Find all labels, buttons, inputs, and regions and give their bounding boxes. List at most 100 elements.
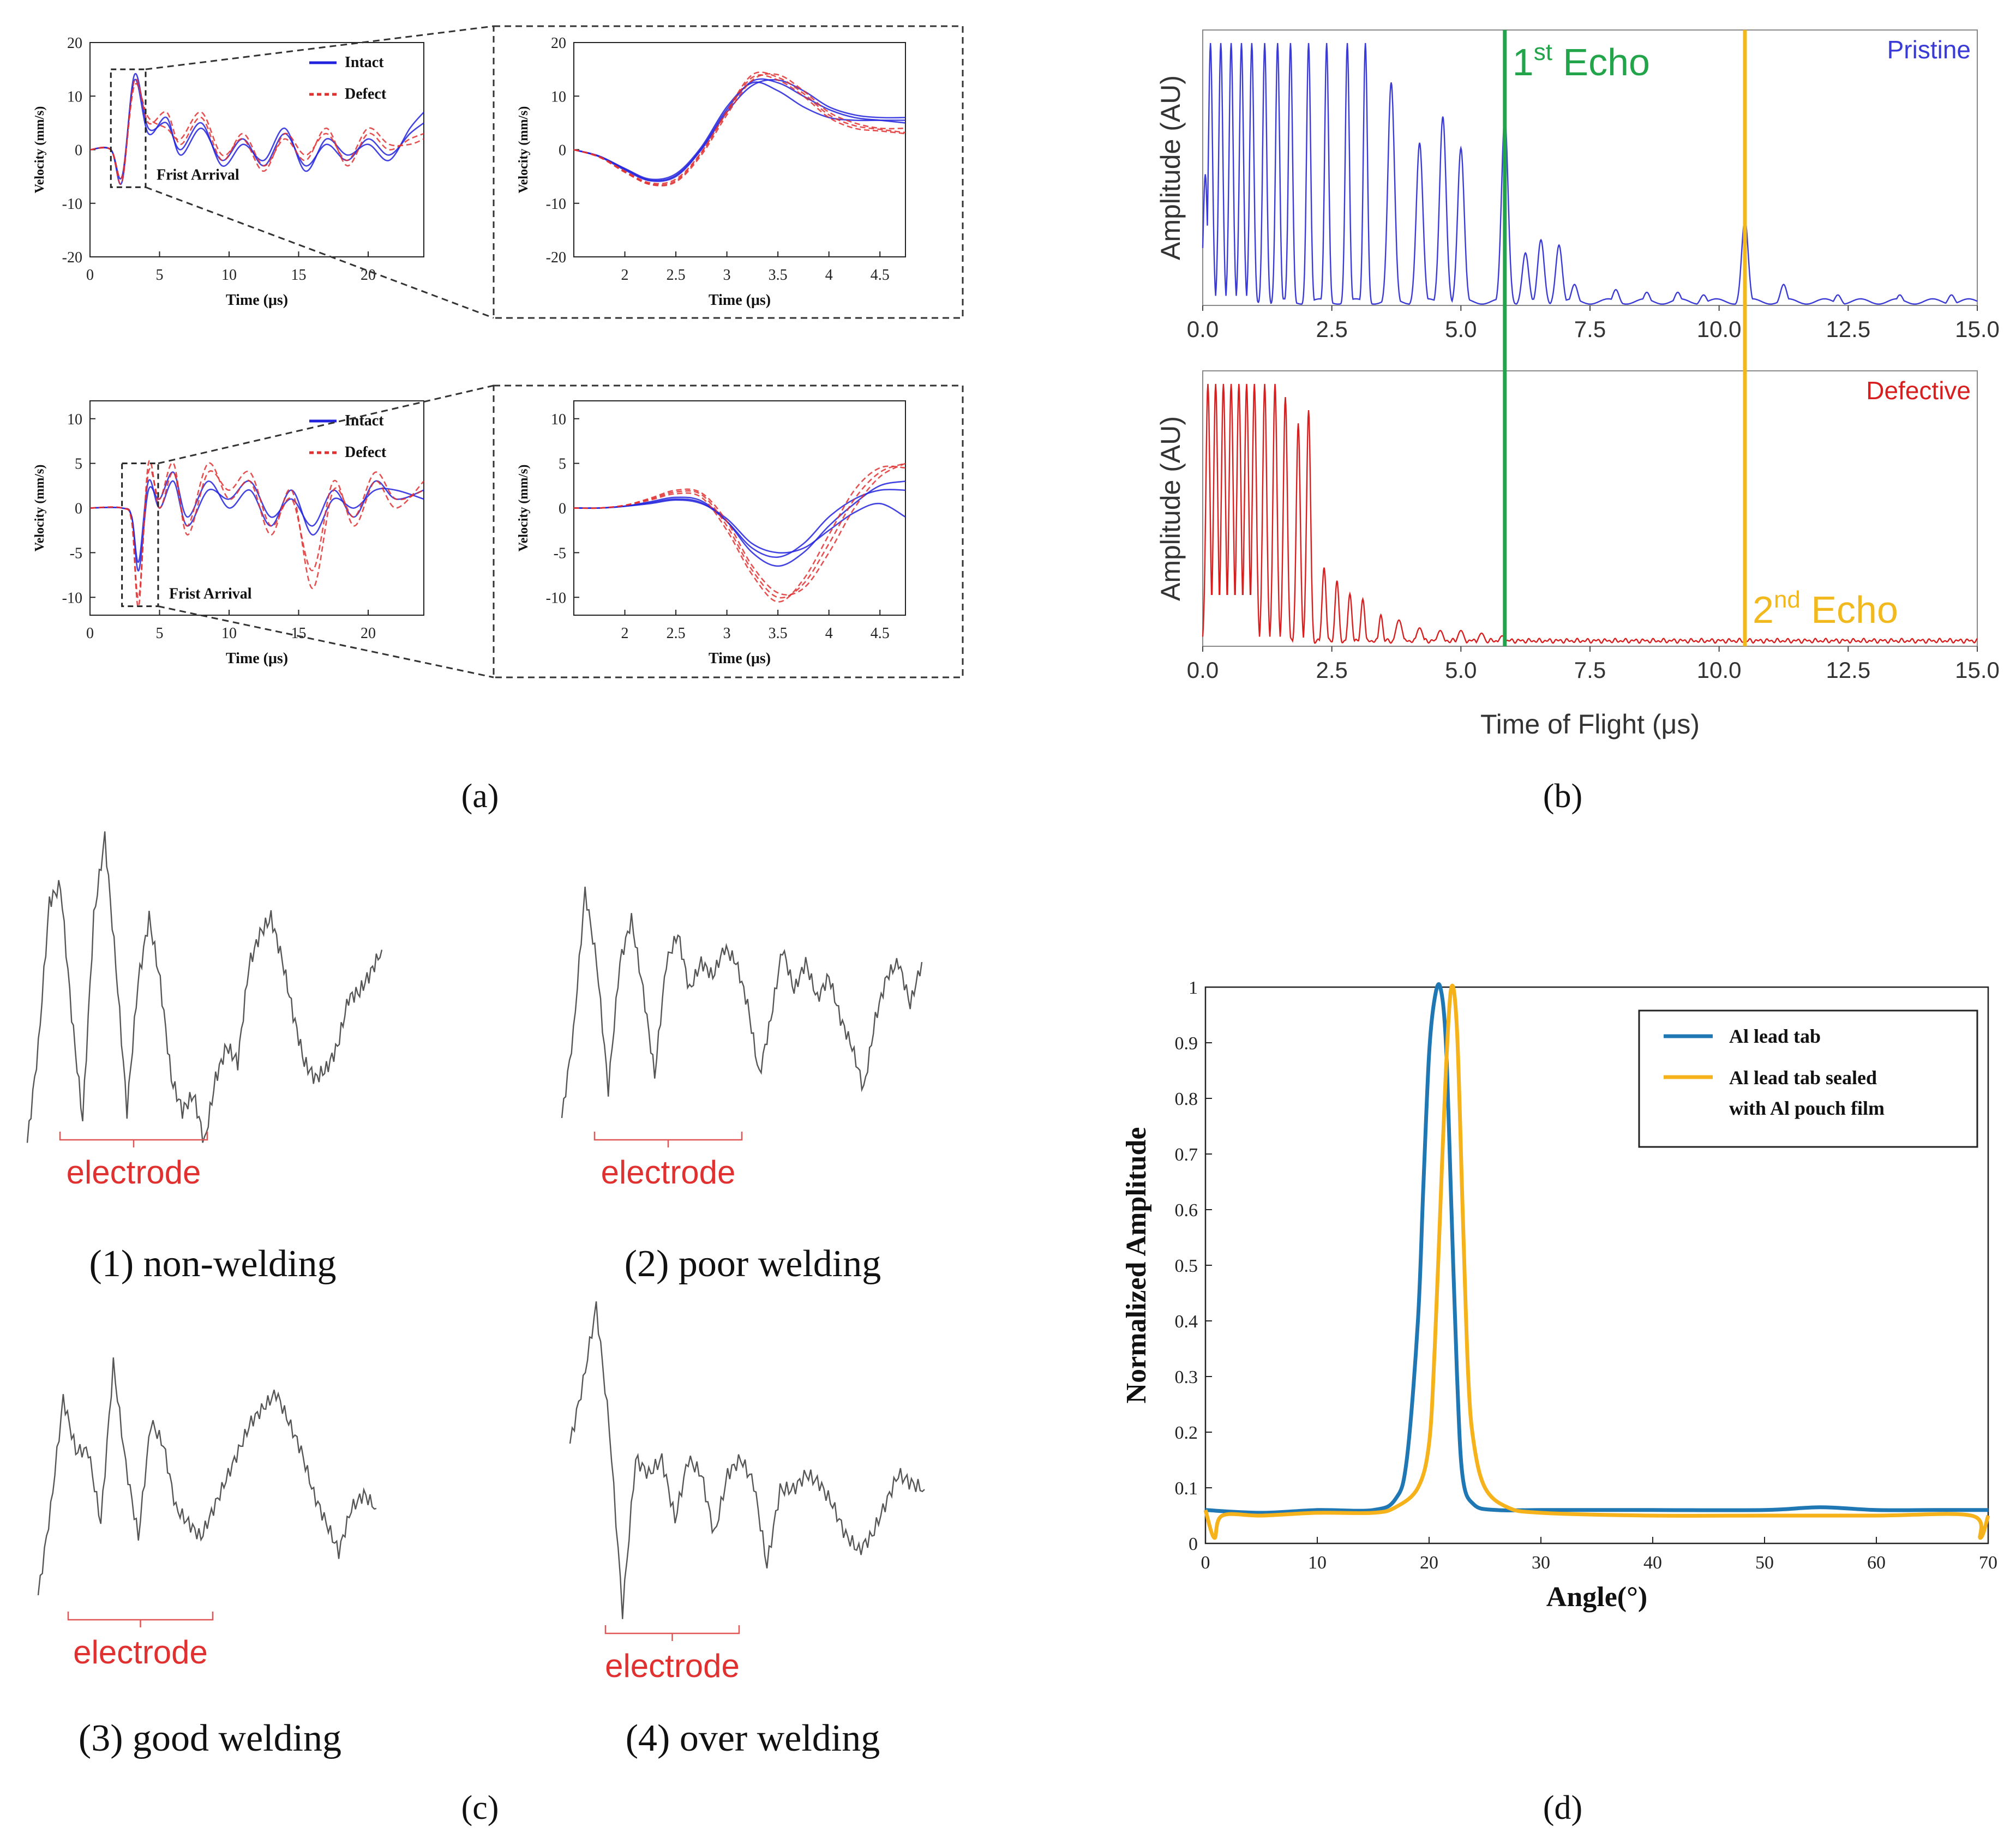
x-tick-label: 20	[361, 625, 376, 642]
x-tick-label: 0	[86, 267, 94, 284]
caption-d: (d)	[1543, 1789, 1582, 1826]
first-arrival-label: Frist Arrival	[169, 586, 252, 603]
legend-label-line: with Al pouch film	[1729, 1097, 1885, 1119]
x-tick-label: 60	[1867, 1553, 1886, 1573]
y-tick-label: 20	[551, 35, 566, 52]
y-tick-label: -10	[62, 590, 82, 606]
signal-line	[569, 1301, 925, 1619]
electrode-bracket	[59, 1132, 208, 1147]
x-tick-label: 7.5	[1574, 316, 1606, 342]
x-tick-label: 4	[825, 267, 833, 284]
y-tick-label: 0	[1189, 1534, 1198, 1554]
y-tick-label: 10	[551, 411, 566, 428]
y-tick-label: 0	[559, 501, 566, 518]
series-line-al-lead-tab	[1205, 982, 1988, 1515]
y-tick-label: 20	[67, 35, 82, 52]
x-axis-label: Time (μs)	[226, 292, 288, 309]
plot-frame	[573, 400, 906, 616]
x-tick-label: 10.0	[1697, 316, 1742, 342]
x-axis-label: Time (μs)	[709, 650, 771, 667]
x-axis-label: Time (μs)	[226, 650, 288, 667]
y-tick-label: 1	[1189, 978, 1198, 998]
x-tick-label: 15	[291, 625, 307, 642]
x-tick-label: 10	[221, 267, 237, 284]
y-tick-label: 0.9	[1175, 1033, 1198, 1054]
legend-label-intact: Intact	[345, 54, 384, 71]
x-tick-label: 12.5	[1826, 316, 1870, 342]
x-axis-label: Time (μs)	[709, 292, 771, 309]
series-line-defect	[573, 462, 906, 596]
electrode-bracket	[67, 1612, 214, 1627]
signal-name: Defective	[1866, 376, 1971, 405]
electrode-label: electrode	[73, 1634, 208, 1670]
legend-label-defect: Defect	[345, 86, 387, 103]
x-tick-label: 2.5	[1316, 657, 1347, 683]
y-tick-label: 0.4	[1175, 1312, 1198, 1332]
echo-label-rest: Echo	[1552, 41, 1650, 83]
y-tick-label: 0.1	[1175, 1479, 1198, 1499]
y-axis-label: Amplitude (AU)	[1155, 416, 1186, 601]
x-tick-label: 4.5	[871, 625, 890, 642]
caption-a: (a)	[461, 778, 499, 815]
x-tick-label: 3.5	[769, 625, 788, 642]
x-tick-label: 5	[156, 625, 164, 642]
signal-line	[561, 886, 923, 1119]
y-axis-label: Normalized Amplitude	[1121, 1127, 1152, 1404]
series-line-defect	[573, 462, 906, 599]
y-tick-label: -5	[70, 545, 82, 562]
y-tick-label: -5	[554, 545, 566, 562]
x-tick-label: 0	[1201, 1553, 1210, 1573]
panel-d: 0 10 20 30 40 50 60 70 0 0.1 0.2 0.3 0.4 0.5 0.6 0.7 0.8…	[1121, 978, 1997, 1826]
subplot-c3: electrode (3) good welding	[37, 1357, 377, 1759]
subplot-a2: 2 2.5 3 3.5 4 4.5 -20 -10 0 10 20 Time (μs) Velocity…	[517, 35, 906, 309]
subplot-b2: Defective Amplitude (AU) 0.0 2.5 5.0 7.5 10.0 1…	[1155, 370, 2000, 683]
electrode-label: electrode	[601, 1154, 736, 1191]
subplot-caption: (4) over welding	[626, 1717, 880, 1759]
legend-label-defect: Defect	[345, 444, 387, 461]
y-axis-label: Amplitude (AU)	[1155, 75, 1186, 260]
x-tick-label: 3.5	[769, 267, 788, 284]
y-tick-label: 5	[75, 456, 82, 473]
y-tick-label: -10	[546, 590, 566, 606]
series-line-defect	[573, 465, 906, 603]
x-axis-label: Angle(°)	[1546, 1582, 1647, 1613]
electrode-label: electrode	[605, 1648, 740, 1684]
x-tick-label: 10	[221, 625, 237, 642]
y-tick-label: 0.3	[1175, 1367, 1198, 1387]
plot-frame	[573, 42, 906, 257]
first-arrival-label: Frist Arrival	[157, 166, 239, 183]
x-tick-label: 5.0	[1445, 657, 1477, 683]
y-axis-label: Velocity (mm/s)	[517, 465, 531, 552]
y-tick-label: 0	[75, 142, 82, 159]
series-line-defect	[573, 74, 906, 185]
x-tick-label: 2.5	[667, 625, 686, 642]
x-tick-label: 4.5	[871, 267, 890, 284]
signal-line	[1202, 383, 1978, 644]
legend-label-al-lead-tab-sealed: Al lead tab sealed with Al pouch film	[1729, 1067, 1885, 1119]
x-tick-label: 5	[156, 267, 164, 284]
panel-c: electrode (1) non-welding electrode (2) poo…	[26, 831, 925, 1826]
x-tick-label: 10	[1308, 1553, 1327, 1573]
x-tick-label: 4	[825, 625, 833, 642]
echo-label-base: 1	[1513, 41, 1534, 83]
zoom-connector	[145, 25, 494, 70]
zoom-frame	[493, 384, 964, 678]
subplot-c4: electrode (4) over welding	[569, 1301, 925, 1759]
subplot-b1: Pristine Amplitude (AU) 0.0 2.5 5.0 7.5 10.0 12…	[1155, 29, 2000, 342]
signal-name: Pristine	[1887, 35, 1971, 64]
electrode-bracket	[604, 1625, 740, 1641]
zoom-frame	[493, 25, 964, 319]
y-tick-label: 0.6	[1175, 1200, 1198, 1221]
legend: Al lead tab Al lead tab sealed with Al pou…	[1638, 1009, 1978, 1148]
x-tick-label: 70	[1979, 1553, 1997, 1573]
y-tick-label: 0	[75, 501, 82, 518]
series-line-defect	[89, 460, 424, 608]
x-tick-label: 50	[1755, 1553, 1774, 1573]
x-tick-label: 30	[1532, 1553, 1550, 1573]
series-line-defect	[89, 83, 424, 179]
y-tick-label: 0.2	[1175, 1423, 1198, 1443]
x-tick-label: 0.0	[1187, 657, 1219, 683]
